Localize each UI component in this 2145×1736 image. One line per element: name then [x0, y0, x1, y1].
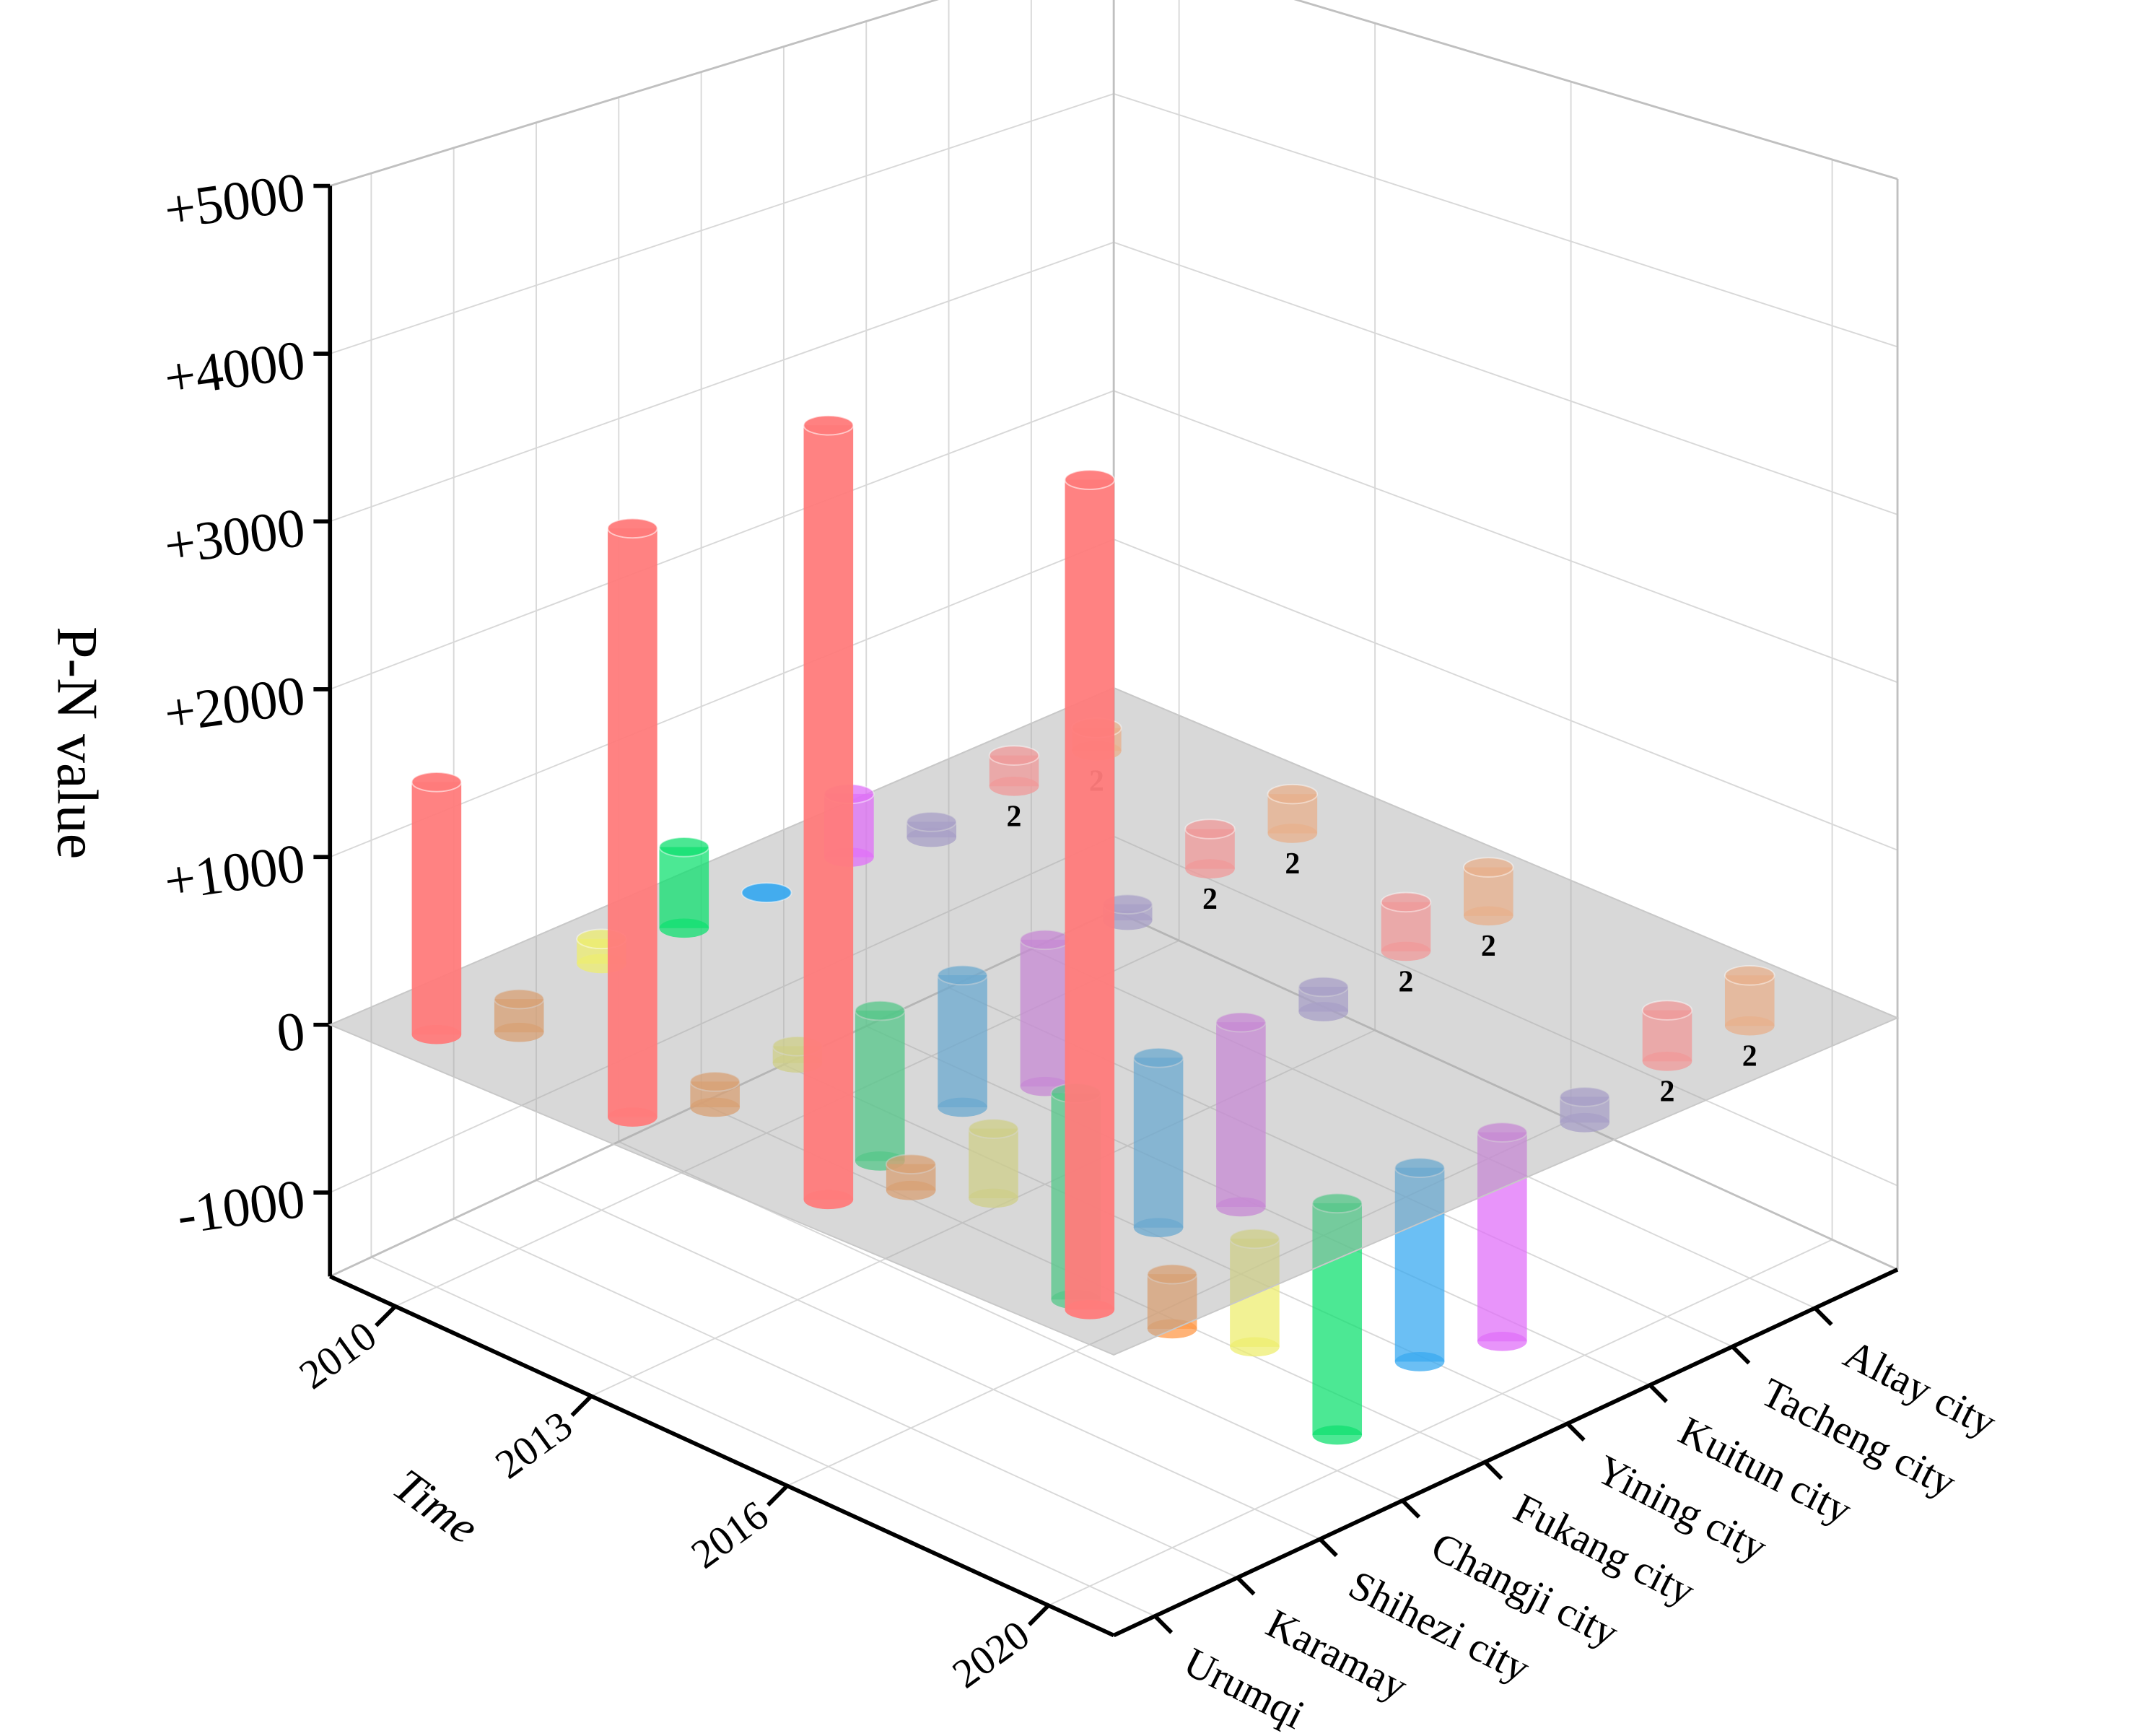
bar-top [1394, 1157, 1446, 1179]
z-tick [1565, 1422, 1586, 1442]
grid-line [536, 1179, 1321, 1540]
grid-line [329, 93, 1114, 354]
bar-top [906, 811, 957, 832]
bar-top [1146, 1263, 1198, 1285]
bar-top [411, 772, 463, 793]
bar-top [988, 745, 1040, 766]
bar-top [1641, 1000, 1693, 1021]
z-tick [1153, 1614, 1174, 1634]
bar-top [803, 414, 855, 436]
grid-line [329, 241, 1114, 523]
grid-line [1113, 93, 1898, 348]
bar [1133, 1057, 1184, 1228]
bar-top [1229, 1228, 1280, 1249]
z-tick [1401, 1499, 1421, 1519]
bar-top [1298, 976, 1349, 998]
grid-line [1031, 948, 1816, 1309]
point-label: 2 [1659, 1076, 1674, 1109]
x-axis-title: Time [384, 1459, 488, 1554]
z-tick [1648, 1383, 1669, 1403]
grid-line [1113, 241, 1898, 515]
bar-top [689, 1071, 741, 1092]
bar [1230, 1238, 1280, 1347]
grid-line [370, 1256, 1155, 1617]
point-label: 2 [1742, 1040, 1757, 1073]
x-tick-label: 2020 [945, 1612, 1038, 1697]
bar-top [1463, 857, 1514, 878]
bar-top [1132, 1047, 1184, 1068]
bar [938, 974, 987, 1107]
bar-top [1380, 891, 1432, 913]
grid-line [1113, 835, 1898, 1187]
bar-top [658, 837, 710, 858]
x-tick-label: 2013 [487, 1403, 580, 1488]
y-tick-label: +1000 [161, 832, 309, 912]
x-tick-label: 2010 [292, 1313, 385, 1398]
box-edge [329, 0, 939, 187]
bar-top [493, 988, 545, 1010]
bar-top [1724, 964, 1775, 986]
bar [1020, 939, 1070, 1087]
x-tick [766, 1484, 789, 1507]
grid-line [329, 835, 1114, 1193]
bar-top [607, 518, 658, 539]
point-label: 2 [1399, 965, 1414, 998]
bar [803, 425, 854, 1200]
bar [855, 1011, 905, 1161]
point-label: 2 [1202, 883, 1218, 916]
point-label: 2 [1007, 801, 1022, 834]
z-tick [1236, 1576, 1256, 1596]
grid-line [453, 1218, 1238, 1579]
grid-line [1113, 538, 1898, 851]
bar-top [1215, 1011, 1267, 1033]
grid-line [1295, 0, 1898, 180]
bar [1394, 1167, 1445, 1362]
bar [608, 528, 658, 1117]
bar-top [1184, 819, 1236, 839]
y-tick-label: +3000 [161, 497, 309, 577]
x-tick [570, 1395, 593, 1417]
z-tick [1731, 1345, 1751, 1365]
x-tick [1027, 1604, 1050, 1626]
y-axis-title: P-N value [45, 627, 109, 859]
bar [969, 1128, 1018, 1198]
y-tick-label: +4000 [161, 329, 309, 409]
grid-line [1048, 1239, 1832, 1606]
y-tick-label: +2000 [161, 665, 309, 744]
bar-top [1477, 1122, 1528, 1143]
z-tick [1318, 1537, 1338, 1558]
box-edge [1113, 910, 1898, 1271]
bar-top [885, 1153, 937, 1174]
y-tick-label: +5000 [161, 162, 309, 241]
bar-top [855, 1000, 906, 1021]
bar [1312, 1203, 1363, 1436]
bar [411, 782, 462, 1035]
z-axis [1112, 1268, 1899, 1638]
bar-top [1064, 469, 1116, 490]
box-edge [1293, 0, 1898, 180]
bar [1477, 1132, 1527, 1342]
bar-top [937, 964, 988, 986]
bar [659, 847, 709, 928]
grid-line [329, 390, 1114, 690]
y-tick-label: -1000 [173, 1168, 309, 1246]
bar-top [1311, 1192, 1363, 1214]
z-tick [1813, 1307, 1833, 1327]
x-tick [375, 1304, 397, 1327]
bar-top [741, 882, 792, 903]
point-label: 2 [1481, 930, 1496, 963]
bar-top [1267, 783, 1319, 805]
grid-line [1113, 390, 1898, 684]
grid-line [329, 0, 938, 187]
x-axis [329, 1274, 1115, 1638]
point-label: 2 [1285, 847, 1300, 881]
bar-top [968, 1118, 1019, 1139]
y-tick-label: 0 [273, 1000, 308, 1064]
z-tick [1483, 1460, 1503, 1480]
bar-top [1559, 1086, 1610, 1107]
bar [1065, 479, 1115, 1310]
bar [1216, 1022, 1266, 1207]
x-tick-label: 2016 [683, 1492, 777, 1577]
